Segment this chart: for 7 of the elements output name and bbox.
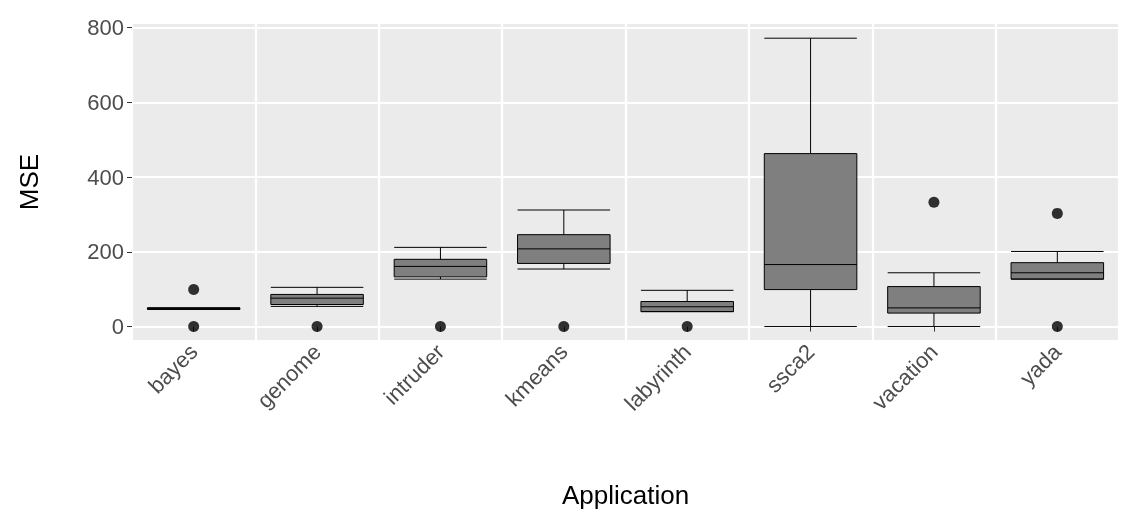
y-tick-label: 200 bbox=[87, 239, 124, 265]
x-axis-title: Application bbox=[561, 480, 690, 510]
y-tick-label: 600 bbox=[87, 89, 124, 115]
y-tick-label: 800 bbox=[87, 15, 124, 41]
y-tick-label: 0 bbox=[111, 314, 124, 340]
y-axis-title: MSE bbox=[14, 153, 44, 211]
y-tick-label: 400 bbox=[87, 164, 124, 190]
